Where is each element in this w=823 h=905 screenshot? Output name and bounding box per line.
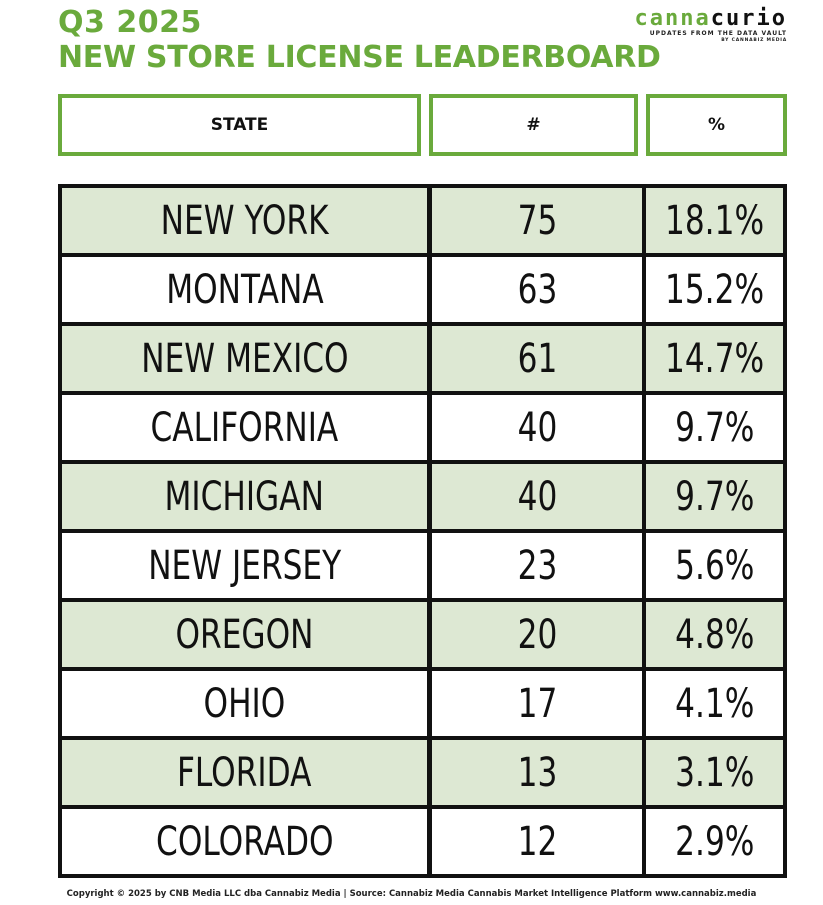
state-cell: MICHIGAN — [164, 473, 325, 520]
percent-cell: 4.1% — [674, 680, 755, 727]
count-cell: 13 — [517, 749, 557, 796]
percent-cell: 9.7% — [674, 404, 755, 451]
percent-cell-box: 15.2% — [646, 257, 783, 322]
count-cell: 23 — [517, 542, 557, 589]
percent-cell: 5.6% — [674, 542, 755, 589]
state-cell-box: NEW MEXICO — [62, 326, 427, 391]
state-cell-box: NEW JERSEY — [62, 533, 427, 598]
state-cell-box: CALIFORNIA — [62, 395, 427, 460]
percent-cell: 3.1% — [674, 749, 755, 796]
percent-cell-box: 5.6% — [646, 533, 783, 598]
brand-tagline-by: BY CANNABIZ MEDIA — [721, 38, 787, 43]
column-header-count: # — [429, 94, 638, 156]
state-cell-box: FLORIDA — [62, 740, 427, 805]
percent-cell: 14.7% — [664, 335, 765, 382]
percent-cell-box: 9.7% — [646, 395, 783, 460]
count-cell: 17 — [517, 680, 557, 727]
percent-cell-box: 4.8% — [646, 602, 783, 667]
brand-logo: cannacurio UPDATES FROM THE DATA VAULT B… — [635, 8, 787, 44]
state-cell: FLORIDA — [177, 749, 312, 796]
state-cell-box: OHIO — [62, 671, 427, 736]
table-row: MICHIGAN 40 9.7% — [62, 464, 783, 529]
table-row: NEW JERSEY 23 5.6% — [62, 533, 783, 598]
percent-cell: 9.7% — [674, 473, 755, 520]
column-header-state: STATE — [58, 94, 421, 156]
brand-wordmark: cannacurio — [635, 8, 787, 30]
percent-cell-box: 2.9% — [646, 809, 783, 874]
column-header-percent: % — [646, 94, 787, 156]
percent-cell-box: 3.1% — [646, 740, 783, 805]
count-cell-box: 61 — [432, 326, 642, 391]
state-cell-box: NEW YORK — [62, 188, 427, 253]
title-line-2: NEW STORE LICENSE LEADERBOARD — [58, 40, 661, 75]
count-cell: 40 — [517, 404, 557, 451]
count-cell: 75 — [517, 197, 557, 244]
brand-tagline: UPDATES FROM THE DATA VAULT — [649, 30, 787, 37]
count-cell-box: 75 — [432, 188, 642, 253]
table-row: COLORADO 12 2.9% — [62, 809, 783, 874]
title-line-1: Q3 2025 — [58, 5, 202, 40]
state-cell: NEW JERSEY — [147, 542, 341, 589]
count-cell-box: 17 — [432, 671, 642, 736]
percent-cell: 2.9% — [674, 818, 755, 865]
percent-cell-box: 4.1% — [646, 671, 783, 736]
count-cell: 12 — [517, 818, 557, 865]
count-cell: 63 — [517, 266, 557, 313]
count-cell-box: 12 — [432, 809, 642, 874]
percent-cell: 4.8% — [674, 611, 755, 658]
state-cell: OHIO — [203, 680, 286, 727]
count-cell-box: 40 — [432, 464, 642, 529]
state-cell: OREGON — [175, 611, 314, 658]
brand-part-1: canna — [634, 6, 711, 31]
percent-cell: 18.1% — [664, 197, 765, 244]
percent-cell-box: 9.7% — [646, 464, 783, 529]
state-cell: MONTANA — [165, 266, 324, 313]
state-cell-box: MICHIGAN — [62, 464, 427, 529]
count-cell-box: 23 — [432, 533, 642, 598]
count-cell-box: 40 — [432, 395, 642, 460]
table-row: MONTANA 63 15.2% — [62, 257, 783, 322]
count-cell: 61 — [517, 335, 557, 382]
state-cell: NEW YORK — [160, 197, 329, 244]
table-row: OREGON 20 4.8% — [62, 602, 783, 667]
state-cell-box: MONTANA — [62, 257, 427, 322]
state-cell: CALIFORNIA — [150, 404, 339, 451]
table-row: NEW MEXICO 61 14.7% — [62, 326, 783, 391]
count-cell: 40 — [517, 473, 557, 520]
count-cell-box: 63 — [432, 257, 642, 322]
percent-cell-box: 14.7% — [646, 326, 783, 391]
table-row: NEW YORK 75 18.1% — [62, 188, 783, 253]
state-cell-box: OREGON — [62, 602, 427, 667]
state-cell-box: COLORADO — [62, 809, 427, 874]
table-row: FLORIDA 13 3.1% — [62, 740, 783, 805]
copyright-footer: Copyright © 2025 by CNB Media LLC dba Ca… — [66, 889, 757, 899]
count-cell-box: 20 — [432, 602, 642, 667]
count-cell-box: 13 — [432, 740, 642, 805]
brand-part-2: curio — [710, 6, 787, 31]
percent-cell-box: 18.1% — [646, 188, 783, 253]
leaderboard-table: NEW YORK 75 18.1% MONTANA 63 15.2% NEW MEXICO 6… — [58, 184, 787, 878]
count-cell: 20 — [517, 611, 557, 658]
state-cell: NEW MEXICO — [140, 335, 349, 382]
table-row: OHIO 17 4.1% — [62, 671, 783, 736]
percent-cell: 15.2% — [664, 266, 765, 313]
table-row: CALIFORNIA 40 9.7% — [62, 395, 783, 460]
state-cell: COLORADO — [155, 818, 334, 865]
